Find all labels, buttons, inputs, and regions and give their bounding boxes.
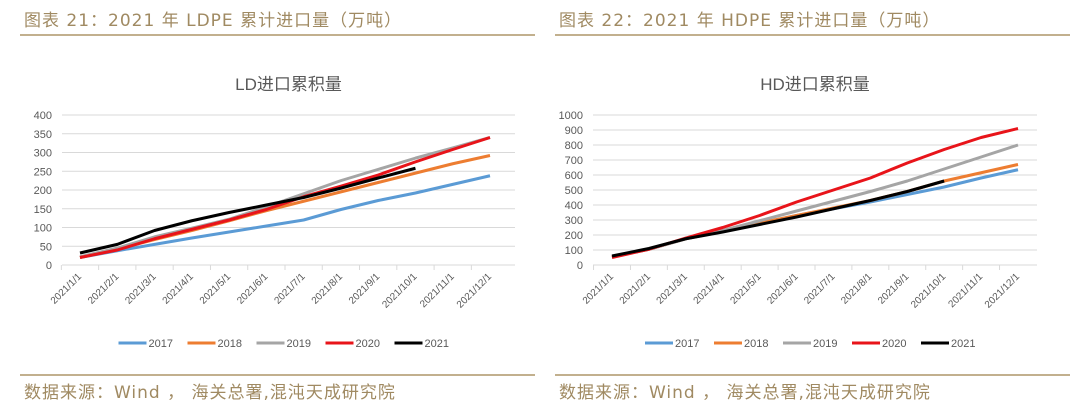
- divider: [555, 374, 1070, 376]
- source-note: 数据来源：Wind ， 海关总署,混沌天成研究院: [559, 383, 931, 403]
- y-tick-label: 700: [565, 155, 583, 167]
- y-tick-label: 600: [565, 170, 583, 182]
- x-tick-label: 2021/3/1: [123, 271, 159, 307]
- x-tick-label: 2021/9/1: [347, 271, 383, 307]
- legend-label: 2019: [287, 338, 311, 350]
- y-tick-label: 1000: [559, 110, 583, 122]
- x-tick-label: 2021/4/1: [692, 271, 728, 307]
- x-tick-label: 2021/5/1: [728, 271, 764, 307]
- y-tick-label: 300: [34, 148, 52, 160]
- y-tick-label: 400: [34, 110, 52, 122]
- hdpe-panel: 图表 22：2021 年 HDPE 累计进口量（万吨） HD进口累积量 0 100 2…: [545, 0, 1070, 408]
- y-tick-label: 150: [34, 204, 52, 216]
- legend-label: 2020: [882, 338, 906, 350]
- x-tick-label: 2021/2/1: [86, 271, 122, 307]
- ldpe-panel: 图表 21：2021 年 LDPE 累计进口量（万吨） LD进口累积量 0 50 10…: [10, 0, 535, 408]
- legend-label: 2020: [356, 338, 380, 350]
- series-line-2020: [611, 127, 1019, 259]
- x-tick-label: 2021/10/1: [909, 271, 949, 311]
- figure-title: 图表 21：2021 年 LDPE 累计进口量（万吨）: [24, 11, 403, 31]
- x-tick-label: 2021/12/1: [983, 271, 1023, 311]
- source-note: 数据来源：Wind ， 海关总署,混沌天成研究院: [24, 383, 396, 403]
- y-tick-label: 800: [565, 140, 583, 152]
- y-tick-label: 100: [34, 223, 52, 235]
- series-line-2021: [79, 166, 416, 255]
- x-tick-label: 2021/11/1: [946, 271, 985, 310]
- x-tick-label: 2021/9/1: [876, 271, 912, 307]
- figure-title: 图表 22：2021 年 HDPE 累计进口量（万吨）: [559, 11, 941, 31]
- x-tick-label: 2021/6/1: [765, 271, 801, 307]
- y-tick-label: 0: [46, 260, 52, 272]
- x-tick-label: 2021/5/1: [198, 271, 234, 307]
- series-line-2021: [611, 179, 945, 258]
- y-tick-label: 350: [34, 129, 52, 141]
- divider: [20, 34, 535, 36]
- x-tick-label: 2021/1/1: [581, 271, 617, 307]
- chart-title: HD进口累积量: [760, 75, 870, 94]
- x-tick-label: 2021/8/1: [310, 271, 346, 307]
- x-tick-label: 2021/10/1: [380, 271, 420, 311]
- x-tick-label: 2021/8/1: [839, 271, 875, 307]
- x-tick-label: 2021/4/1: [161, 271, 197, 307]
- legend-label: 2017: [675, 338, 699, 350]
- hdpe-chart: HD进口累积量 0 100 200 300 400 500 600 700 800 900 1000 2…: [559, 75, 1037, 350]
- y-tick-label: 50: [40, 241, 52, 253]
- y-tick-label: 500: [565, 185, 583, 197]
- x-tick-label: 2021/2/1: [618, 271, 654, 307]
- series-line-2019: [79, 136, 491, 259]
- x-tick-label: 2021/7/1: [272, 271, 308, 307]
- chart-title: LD进口累积量: [235, 75, 342, 94]
- y-tick-label: 100: [565, 245, 583, 257]
- legend-label: 2017: [149, 338, 173, 350]
- y-tick-label: 400: [565, 200, 583, 212]
- legend-label: 2018: [744, 338, 768, 350]
- legend-label: 2018: [218, 338, 242, 350]
- legend-label: 2021: [951, 338, 975, 350]
- divider: [555, 34, 1070, 36]
- series-line-2019: [611, 143, 1019, 259]
- divider: [20, 374, 535, 376]
- series-line-2017: [79, 174, 491, 259]
- y-tick-label: 250: [34, 166, 52, 178]
- x-tick-label: 2021/11/1: [418, 271, 457, 310]
- y-tick-label: 900: [565, 125, 583, 137]
- x-tick-label: 2021/3/1: [655, 271, 691, 307]
- y-tick-label: 200: [565, 230, 583, 242]
- x-tick-label: 2021/12/1: [455, 271, 495, 311]
- y-tick-label: 0: [577, 260, 583, 272]
- series-line-2020: [79, 136, 491, 259]
- y-tick-label: 300: [565, 215, 583, 227]
- legend-label: 2021: [425, 338, 449, 350]
- y-tick-label: 200: [34, 185, 52, 197]
- x-tick-label: 2021/6/1: [235, 271, 271, 307]
- x-tick-label: 2021/7/1: [802, 271, 838, 307]
- x-tick-label: 2021/1/1: [49, 271, 85, 307]
- legend-label: 2019: [813, 338, 837, 350]
